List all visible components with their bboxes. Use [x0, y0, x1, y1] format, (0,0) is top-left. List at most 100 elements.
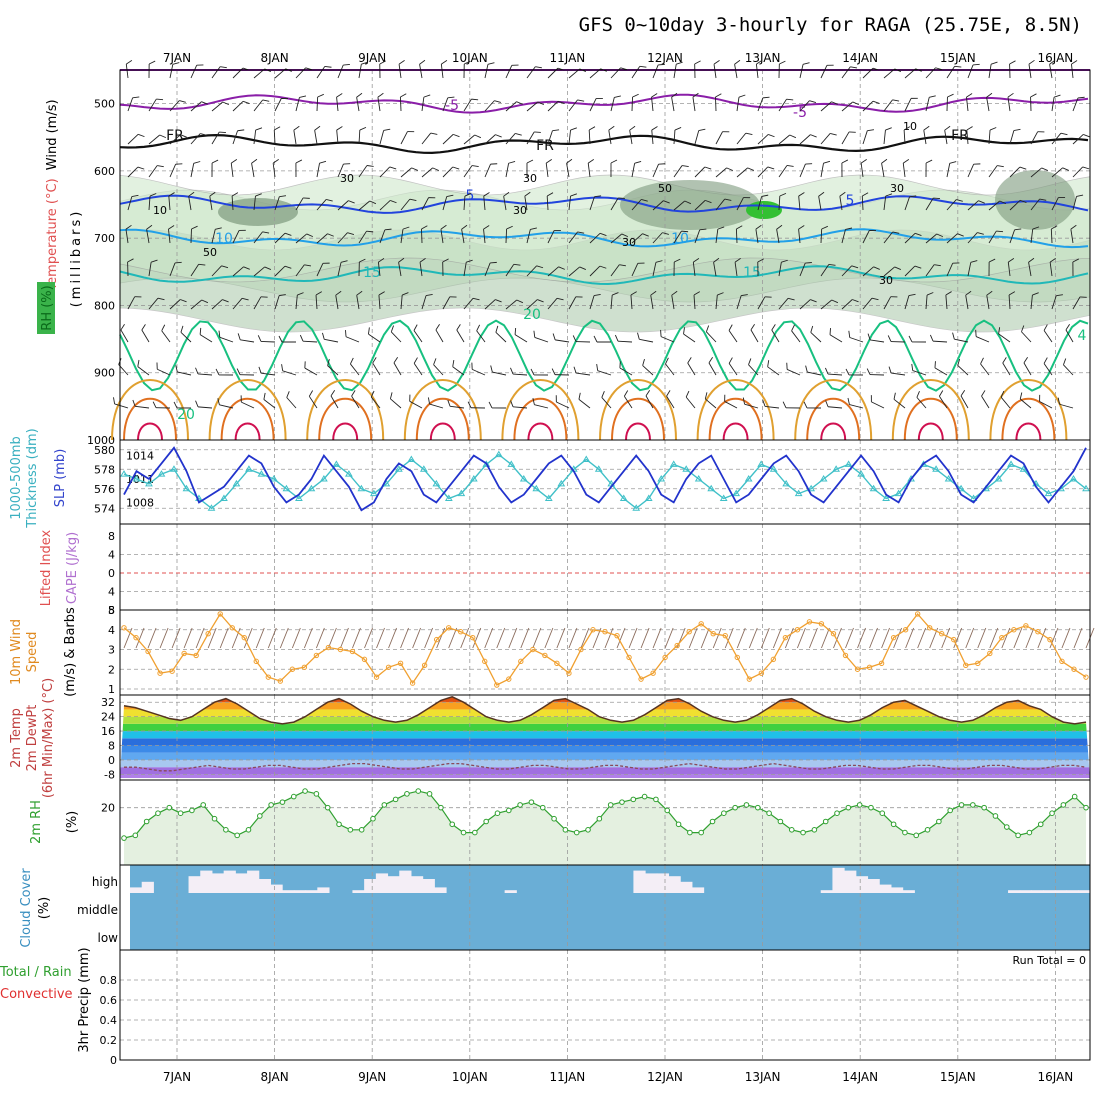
wind-barb-shaft — [932, 340, 948, 343]
wind-barb-shaft — [435, 329, 444, 343]
wind-barb-flag — [935, 67, 943, 71]
wind-speed-marker — [337, 646, 344, 653]
precip-label-b: Convective — [0, 987, 73, 1002]
wind-barb — [419, 257, 426, 277]
wind-barb-shaft — [440, 229, 444, 244]
wind-barb-shaft — [748, 364, 759, 376]
wind-barb-flag — [314, 125, 321, 131]
wind-barb-flag — [981, 390, 986, 397]
wind-barb — [358, 126, 367, 145]
wind-barb — [315, 627, 325, 649]
wind-barb-shaft — [986, 97, 990, 112]
wind-barb-shaft — [505, 65, 513, 79]
wind-barb — [629, 125, 636, 145]
wind-barb-shaft — [377, 97, 381, 112]
wind-barb-flag — [637, 332, 640, 340]
wind-barb-shaft — [829, 334, 843, 343]
wind-barb — [692, 258, 700, 277]
high-cloud-bar — [1078, 890, 1091, 893]
thickness-marker — [719, 494, 728, 501]
thickness-marker — [432, 479, 441, 487]
rh-marker — [619, 799, 625, 805]
wind-barb-flag — [684, 200, 692, 205]
wind-barb-shaft — [601, 397, 612, 409]
wind-barb — [148, 165, 164, 178]
wind-barb — [881, 627, 890, 649]
wind-barb-flag — [632, 93, 639, 98]
wind-barb-shaft — [400, 167, 412, 178]
wind-barb-flag — [952, 332, 955, 340]
wind-barb — [841, 299, 859, 310]
wind-barb-flag — [577, 231, 585, 234]
wind-speed-marker — [806, 619, 813, 625]
wind-barb-flag — [1000, 390, 1005, 398]
wind-barb — [1051, 132, 1068, 145]
high-cloud-bar — [890, 887, 904, 893]
wind-barb-flag — [305, 67, 313, 71]
wind-barb — [883, 99, 900, 112]
wind-barb — [967, 232, 984, 244]
wind-barb — [1050, 225, 1058, 244]
wind-barb-flag — [810, 299, 817, 303]
wind-barb — [175, 365, 192, 376]
wind-barb-shaft — [975, 336, 990, 343]
wind-barb — [530, 368, 549, 376]
wind-barb-flag — [515, 133, 522, 136]
wind-barb-shaft — [957, 365, 969, 376]
wind-barb-shaft — [304, 367, 318, 376]
wind-barb-shaft — [883, 266, 895, 277]
wind-barb — [372, 357, 381, 376]
thickness-tick-label: 578 — [94, 463, 115, 476]
wind-barb-shaft — [400, 229, 404, 244]
wind-barb-shaft — [828, 373, 843, 376]
wind-barb-flag — [872, 100, 880, 104]
wind-barb-flag — [272, 158, 279, 164]
rh-marker — [1003, 824, 1010, 830]
wind-barb-flag — [949, 161, 957, 164]
wind-barb-flag — [196, 64, 204, 66]
thickness-marker — [632, 504, 641, 511]
wind-barb — [442, 258, 449, 277]
wind-barb-flag — [988, 258, 996, 263]
rh-marker — [177, 810, 184, 817]
wind-barb-flag — [149, 193, 157, 197]
thickness-marker — [369, 489, 378, 497]
wind-barb — [152, 401, 171, 409]
wind-barb-shaft — [1072, 296, 1081, 310]
wind-barb-flag — [734, 257, 741, 263]
thickness-marker — [582, 455, 591, 462]
rh-marker — [358, 827, 365, 833]
wind-barb-flag — [849, 131, 856, 133]
wind-barb-shaft — [169, 299, 181, 310]
wind-barb — [442, 194, 454, 211]
wind-barb — [356, 92, 363, 112]
wind-barb-flag — [419, 59, 426, 65]
wind-barb — [146, 224, 153, 244]
wind-barb-flag — [237, 333, 241, 340]
wind-barb — [1070, 224, 1077, 244]
thickness-marker — [519, 475, 528, 482]
wind-barb-shaft — [358, 64, 362, 79]
wind-speed-marker — [842, 652, 849, 659]
wind-barb-flag — [779, 60, 786, 65]
wind-barb — [903, 126, 911, 145]
wind-barb-flag — [303, 197, 310, 199]
wind-barb — [1009, 228, 1022, 244]
warm-contour — [794, 379, 873, 441]
wind-barb-shaft — [757, 296, 766, 310]
wind-barb — [169, 299, 187, 310]
thickness-marker — [969, 494, 978, 501]
high-cloud-bar — [235, 873, 248, 893]
wind-barb — [820, 64, 834, 79]
wind-barb-shaft — [946, 263, 954, 277]
wind-barb — [791, 324, 801, 343]
wind-barb — [211, 101, 230, 112]
wind-barb-shaft — [1007, 262, 1011, 277]
wind-barb — [610, 67, 628, 79]
wind-barb-flag — [369, 200, 377, 205]
wind-barb-flag — [743, 197, 751, 199]
wind-barb-flag — [361, 61, 368, 65]
wind-barb — [442, 96, 455, 112]
wind-barb — [665, 357, 675, 376]
wind-speed-marker — [518, 658, 524, 665]
